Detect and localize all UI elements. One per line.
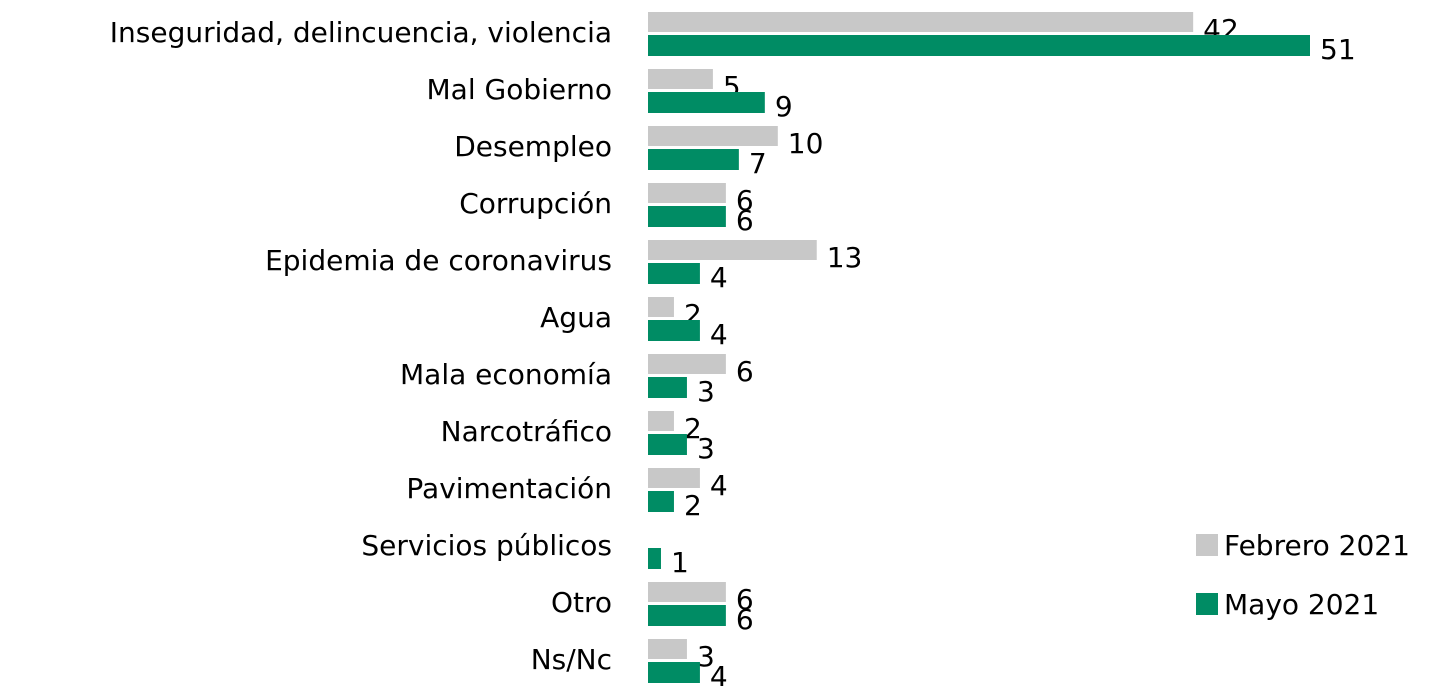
category-label: Inseguridad, delincuencia, violencia bbox=[110, 16, 612, 49]
value-label: 6 bbox=[736, 204, 754, 237]
category-label: Ns/Nc bbox=[531, 643, 612, 676]
bar bbox=[648, 183, 726, 203]
value-label: 13 bbox=[827, 241, 863, 274]
bar bbox=[648, 605, 726, 626]
bar bbox=[648, 434, 687, 455]
category-label: Agua bbox=[540, 301, 612, 334]
bar bbox=[648, 468, 700, 488]
category-label: Desempleo bbox=[454, 130, 612, 163]
value-label: 51 bbox=[1320, 33, 1356, 66]
value-label: 10 bbox=[788, 127, 824, 160]
bar bbox=[648, 582, 726, 602]
bar bbox=[648, 126, 778, 146]
category-label: Mala economía bbox=[400, 358, 612, 391]
category-label: Otro bbox=[551, 586, 612, 619]
legend-swatch bbox=[1196, 593, 1218, 615]
category-label: Servicios públicos bbox=[361, 529, 612, 562]
value-label: 3 bbox=[697, 432, 715, 465]
legend-label: Mayo 2021 bbox=[1224, 588, 1379, 621]
bar bbox=[648, 35, 1310, 56]
value-label: 6 bbox=[736, 184, 754, 217]
bar bbox=[648, 491, 674, 512]
category-label: Epidemia de coronavirus bbox=[265, 244, 612, 277]
bar bbox=[648, 411, 674, 431]
bar bbox=[648, 240, 817, 260]
bar bbox=[648, 149, 739, 170]
bar bbox=[648, 354, 726, 374]
bar bbox=[648, 263, 700, 284]
bar bbox=[648, 662, 700, 683]
value-label: 9 bbox=[775, 90, 793, 123]
value-label: 6 bbox=[736, 355, 754, 388]
bar bbox=[648, 297, 674, 317]
bar bbox=[648, 320, 700, 341]
value-label: 4 bbox=[710, 318, 728, 351]
legend-label: Febrero 2021 bbox=[1224, 529, 1410, 562]
category-label: Corrupción bbox=[459, 187, 612, 220]
category-label: Pavimentación bbox=[406, 472, 612, 505]
bar bbox=[648, 377, 687, 398]
value-label: 1 bbox=[671, 546, 689, 579]
bar bbox=[648, 639, 687, 659]
value-label: 7 bbox=[749, 147, 767, 180]
bar bbox=[648, 548, 661, 569]
value-label: 3 bbox=[697, 375, 715, 408]
bar bbox=[648, 92, 765, 113]
bar bbox=[648, 69, 713, 89]
bar bbox=[648, 206, 726, 227]
value-label: 4 bbox=[710, 261, 728, 294]
value-label: 6 bbox=[736, 583, 754, 616]
category-label: Mal Gobierno bbox=[427, 73, 613, 106]
value-label: 2 bbox=[684, 412, 702, 445]
value-label: 4 bbox=[710, 469, 728, 502]
category-label: Narcotráfico bbox=[441, 415, 612, 448]
value-label: 6 bbox=[736, 603, 754, 636]
value-label: 4 bbox=[710, 660, 728, 686]
value-label: 3 bbox=[697, 640, 715, 673]
legend-swatch bbox=[1196, 534, 1218, 556]
bar bbox=[648, 12, 1194, 32]
value-label: 2 bbox=[684, 489, 702, 522]
